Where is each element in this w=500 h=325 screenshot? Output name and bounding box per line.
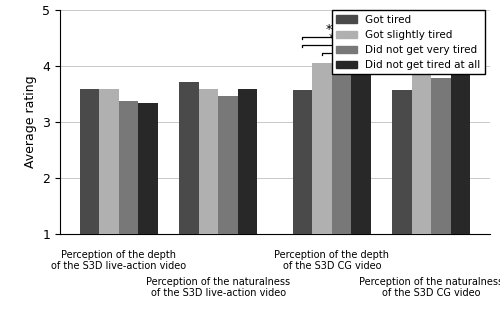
Text: *: * bbox=[328, 32, 335, 45]
Bar bbox=[218, 96, 238, 290]
Bar bbox=[412, 70, 431, 290]
Text: *: * bbox=[338, 39, 345, 52]
Text: Perception of the naturalness
of the S3D CG video: Perception of the naturalness of the S3D… bbox=[359, 277, 500, 298]
Bar bbox=[431, 78, 451, 290]
Bar bbox=[198, 89, 218, 290]
Text: Perception of the depth
of the S3D live-action video: Perception of the depth of the S3D live-… bbox=[51, 250, 186, 271]
Text: Perception of the depth
of the S3D CG video: Perception of the depth of the S3D CG vi… bbox=[274, 250, 390, 271]
Bar bbox=[138, 103, 158, 290]
Bar bbox=[332, 62, 351, 290]
Text: Perception of the naturalness
of the S3D live-action video: Perception of the naturalness of the S3D… bbox=[146, 277, 290, 298]
Bar bbox=[238, 89, 258, 290]
Legend: Got tired, Got slightly tired, Did not get very tired, Did not get tired at all: Got tired, Got slightly tired, Did not g… bbox=[332, 10, 485, 74]
Bar bbox=[451, 66, 470, 290]
Bar bbox=[119, 100, 139, 290]
Bar bbox=[99, 89, 119, 290]
Text: **: ** bbox=[326, 23, 338, 36]
Y-axis label: Average rating: Average rating bbox=[24, 76, 36, 168]
Bar bbox=[80, 89, 99, 290]
Bar bbox=[292, 90, 312, 290]
Bar bbox=[179, 82, 199, 290]
Bar bbox=[352, 58, 371, 290]
Bar bbox=[312, 63, 332, 290]
Bar bbox=[392, 90, 411, 290]
